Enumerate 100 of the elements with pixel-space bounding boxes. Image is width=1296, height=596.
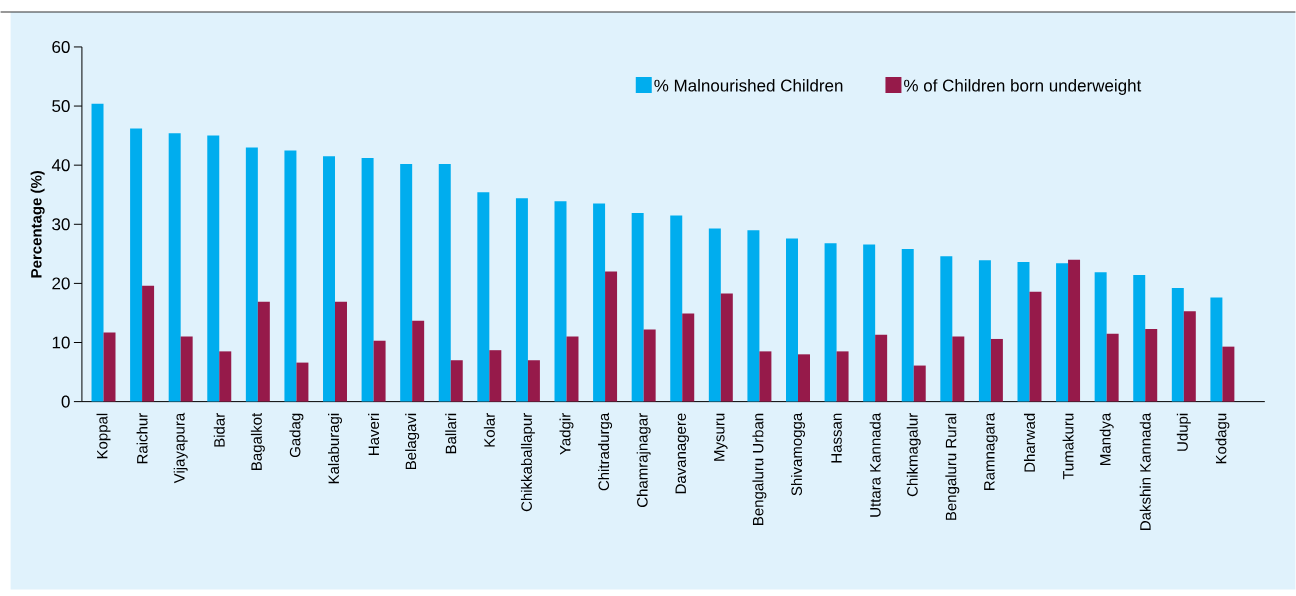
bar xyxy=(1094,271,1107,402)
bar xyxy=(219,351,232,402)
bar xyxy=(1222,346,1235,402)
y-tick-label: 50 xyxy=(52,99,70,112)
bar xyxy=(489,349,502,402)
bar xyxy=(708,228,721,402)
x-tick-label: Shivamogga xyxy=(791,412,805,496)
bar xyxy=(1183,310,1196,402)
x-tick-label: Hassan xyxy=(831,413,842,463)
x-tick-label: Udupi xyxy=(1176,413,1191,451)
bar xyxy=(940,255,953,402)
bar xyxy=(207,135,220,402)
bar xyxy=(836,351,849,402)
x-tick-label: Mysuru xyxy=(714,413,728,461)
bar xyxy=(1145,328,1158,402)
bar xyxy=(797,354,810,402)
x-tick-label: Haveri xyxy=(368,413,380,455)
bar xyxy=(1056,263,1069,402)
bar xyxy=(400,163,413,402)
bar xyxy=(168,133,181,402)
bar xyxy=(759,351,772,402)
x-tick-label: Bengaluru Rural xyxy=(945,413,960,520)
bar xyxy=(361,157,374,402)
bar xyxy=(373,340,386,402)
x-tick-label: Chamrajnagar xyxy=(636,412,651,507)
bar xyxy=(284,150,297,402)
y-tick-label: 0 xyxy=(61,395,70,408)
bar xyxy=(593,203,606,402)
bar xyxy=(438,163,451,402)
bar xyxy=(1068,259,1081,402)
bar xyxy=(245,147,258,402)
bar xyxy=(901,248,914,402)
x-tick-label: Koppal xyxy=(96,413,111,459)
bar xyxy=(1106,333,1119,402)
x-tick-label: Raichur xyxy=(136,412,148,463)
bar xyxy=(477,192,490,402)
bar xyxy=(605,271,618,402)
bar xyxy=(1017,261,1030,402)
y-tick-label: 40 xyxy=(51,158,70,171)
y-tick-label: 60 xyxy=(52,40,70,53)
x-tick-label: Dharwad xyxy=(1023,413,1035,472)
x-tick-label: Bengaluru Urban xyxy=(752,413,767,525)
bar xyxy=(566,336,579,402)
bar xyxy=(720,293,733,402)
x-tick-label: Gadag xyxy=(289,413,304,457)
x-tick-label: Dakshin Kannada xyxy=(1139,412,1151,530)
bar xyxy=(643,329,656,402)
bar xyxy=(1210,297,1223,402)
bar xyxy=(1029,291,1042,402)
bar xyxy=(670,215,683,402)
y-axis-title: Percentage (%) xyxy=(30,170,45,278)
legend-label: % Malnourished Children xyxy=(654,78,843,92)
legend-label: % of Children born underweight xyxy=(904,78,1142,95)
x-tick-label: Vijayapura xyxy=(173,412,188,484)
bar xyxy=(913,365,926,402)
x-tick-label: Chitradurga xyxy=(598,412,613,491)
bar xyxy=(323,156,335,402)
y-tick-label: 30 xyxy=(52,218,70,231)
bar xyxy=(335,301,347,402)
x-tick-label: Chikkaballapur xyxy=(520,412,535,511)
y-tick-label: 10 xyxy=(52,336,70,349)
bar xyxy=(863,244,876,402)
x-tick-label: Mandya xyxy=(1099,412,1114,465)
x-tick-label: Davanagere xyxy=(675,413,689,493)
bar xyxy=(257,301,270,402)
bar xyxy=(682,313,695,402)
bar xyxy=(142,285,155,402)
bar xyxy=(91,103,104,402)
bar xyxy=(130,128,143,402)
bar xyxy=(515,198,528,402)
bar xyxy=(450,360,463,402)
bar xyxy=(180,336,193,402)
bar xyxy=(952,336,965,402)
x-tick-label: Kalaburagi xyxy=(328,413,342,484)
bar xyxy=(978,260,991,402)
x-tick-label: Yadgir xyxy=(559,412,574,455)
bar xyxy=(103,332,116,402)
x-tick-label: Bagalkot xyxy=(250,412,265,470)
x-tick-label: Ballari xyxy=(445,413,457,453)
bar xyxy=(747,229,760,402)
x-tick-label: Kodagu xyxy=(1215,413,1230,464)
x-tick-label: Kolar xyxy=(483,412,495,447)
x-tick-label: Chikmagalur xyxy=(906,412,921,496)
bar xyxy=(554,201,567,402)
bar xyxy=(527,360,540,402)
bar xyxy=(990,338,1003,402)
bar xyxy=(412,320,425,402)
x-tick-label: Belagavi xyxy=(405,413,420,469)
bar xyxy=(631,212,644,402)
y-tick-label: 20 xyxy=(52,277,70,290)
x-tick-label: Bidar xyxy=(213,412,225,447)
bar xyxy=(786,238,798,402)
bar xyxy=(296,362,309,402)
bar xyxy=(1133,274,1146,402)
x-tick-label: Uttara Kannada xyxy=(869,412,881,517)
x-tick-label: Tumakuru xyxy=(1062,413,1074,480)
bar xyxy=(1171,287,1184,402)
bar xyxy=(824,242,837,402)
bar xyxy=(875,334,888,402)
x-tick-label: Ramnagara xyxy=(984,412,998,490)
